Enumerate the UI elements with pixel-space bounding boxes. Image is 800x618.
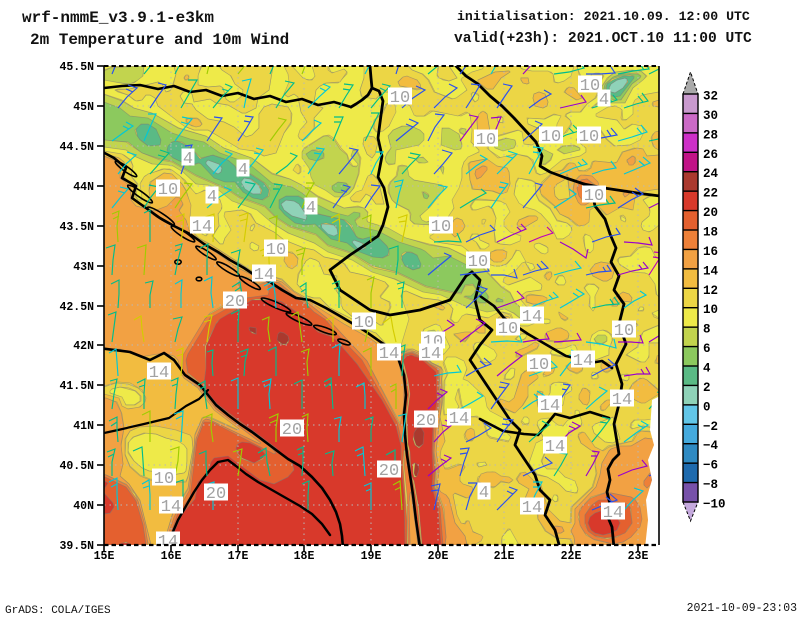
- svg-text:21E: 21E: [494, 550, 515, 563]
- svg-text:14: 14: [522, 308, 542, 327]
- svg-text:10: 10: [390, 89, 410, 108]
- svg-text:42N: 42N: [73, 340, 94, 353]
- svg-text:20: 20: [416, 412, 436, 431]
- svg-text:10: 10: [584, 187, 604, 206]
- svg-text:28: 28: [703, 128, 718, 142]
- svg-text:20: 20: [703, 206, 718, 220]
- svg-text:22E: 22E: [561, 550, 582, 563]
- svg-text:14: 14: [161, 498, 181, 517]
- svg-text:16: 16: [703, 245, 718, 259]
- svg-text:40N: 40N: [73, 500, 94, 513]
- svg-text:19E: 19E: [361, 550, 382, 563]
- svg-text:10: 10: [431, 218, 451, 237]
- svg-text:−2: −2: [703, 420, 718, 434]
- svg-text:10: 10: [476, 131, 496, 150]
- svg-text:10: 10: [266, 241, 286, 260]
- svg-text:4: 4: [703, 362, 711, 376]
- svg-text:initialisation: 2021.10.09. 12: initialisation: 2021.10.09. 12:00 UTC: [457, 9, 750, 24]
- svg-text:10: 10: [154, 470, 174, 489]
- svg-text:14: 14: [192, 218, 212, 237]
- svg-text:26: 26: [703, 148, 718, 162]
- svg-text:20: 20: [206, 485, 226, 504]
- svg-text:−6: −6: [703, 459, 718, 473]
- svg-text:39.5N: 39.5N: [59, 540, 94, 553]
- svg-text:41.5N: 41.5N: [59, 380, 94, 393]
- svg-text:42.5N: 42.5N: [59, 301, 94, 314]
- svg-text:15E: 15E: [94, 550, 115, 563]
- svg-text:wrf-nmmE_v3.9.1-e3km: wrf-nmmE_v3.9.1-e3km: [22, 9, 214, 27]
- svg-text:14: 14: [540, 397, 560, 416]
- svg-text:14: 14: [703, 264, 719, 278]
- svg-text:6: 6: [703, 342, 711, 356]
- svg-text:10: 10: [541, 128, 561, 147]
- svg-text:43N: 43N: [73, 261, 94, 274]
- svg-text:10: 10: [354, 314, 374, 333]
- svg-text:2: 2: [703, 381, 711, 395]
- svg-text:14: 14: [603, 504, 623, 523]
- svg-text:22: 22: [703, 187, 718, 201]
- svg-text:−8: −8: [703, 478, 718, 492]
- svg-text:41N: 41N: [73, 420, 94, 433]
- svg-text:14: 14: [149, 364, 169, 383]
- svg-text:4: 4: [207, 188, 217, 207]
- svg-text:14: 14: [158, 533, 178, 552]
- svg-text:10: 10: [614, 322, 634, 341]
- svg-text:valid(+23h): 2021.OCT.10 11:00: valid(+23h): 2021.OCT.10 11:00 UTC: [454, 31, 752, 47]
- svg-text:2m Temperature and 10m Wind: 2m Temperature and 10m Wind: [30, 31, 289, 49]
- svg-text:24: 24: [703, 167, 719, 181]
- svg-text:17E: 17E: [228, 550, 249, 563]
- svg-text:18: 18: [703, 226, 718, 240]
- svg-text:10: 10: [529, 356, 549, 375]
- svg-text:16E: 16E: [161, 550, 182, 563]
- svg-text:10: 10: [703, 303, 718, 317]
- svg-text:10: 10: [158, 181, 178, 200]
- svg-text:4: 4: [599, 91, 609, 110]
- svg-text:10: 10: [498, 320, 518, 339]
- svg-text:0: 0: [703, 400, 711, 414]
- svg-text:10: 10: [468, 253, 488, 272]
- svg-text:2021-10-09-23:03: 2021-10-09-23:03: [687, 602, 798, 615]
- svg-text:GrADS: COLA/IGES: GrADS: COLA/IGES: [5, 605, 111, 617]
- svg-text:32: 32: [703, 90, 718, 104]
- svg-text:−4: −4: [703, 439, 719, 453]
- svg-text:44.5N: 44.5N: [59, 141, 94, 154]
- svg-text:43.5N: 43.5N: [59, 221, 94, 234]
- svg-text:8: 8: [703, 323, 711, 337]
- svg-text:14: 14: [522, 499, 542, 518]
- svg-text:20: 20: [282, 421, 302, 440]
- svg-text:4: 4: [238, 161, 248, 180]
- svg-text:45N: 45N: [73, 101, 94, 114]
- svg-text:18E: 18E: [294, 550, 315, 563]
- svg-text:14: 14: [449, 410, 469, 429]
- svg-text:4: 4: [479, 484, 489, 503]
- svg-text:14: 14: [545, 438, 565, 457]
- svg-text:20: 20: [379, 462, 399, 481]
- svg-text:4: 4: [183, 150, 193, 169]
- svg-text:14: 14: [379, 345, 399, 364]
- svg-text:45.5N: 45.5N: [59, 61, 94, 74]
- svg-text:10: 10: [580, 77, 600, 96]
- svg-text:20E: 20E: [428, 550, 449, 563]
- svg-text:14: 14: [421, 345, 441, 364]
- svg-text:14: 14: [612, 391, 632, 410]
- svg-text:14: 14: [254, 266, 274, 285]
- svg-text:14: 14: [573, 352, 593, 371]
- svg-text:23E: 23E: [628, 550, 649, 563]
- svg-text:40.5N: 40.5N: [59, 460, 94, 473]
- svg-text:4: 4: [306, 199, 316, 218]
- svg-text:20: 20: [225, 293, 245, 312]
- svg-text:10: 10: [579, 128, 599, 147]
- svg-text:30: 30: [703, 109, 718, 123]
- svg-text:44N: 44N: [73, 181, 94, 194]
- svg-text:12: 12: [703, 284, 718, 298]
- svg-text:−10: −10: [703, 498, 726, 512]
